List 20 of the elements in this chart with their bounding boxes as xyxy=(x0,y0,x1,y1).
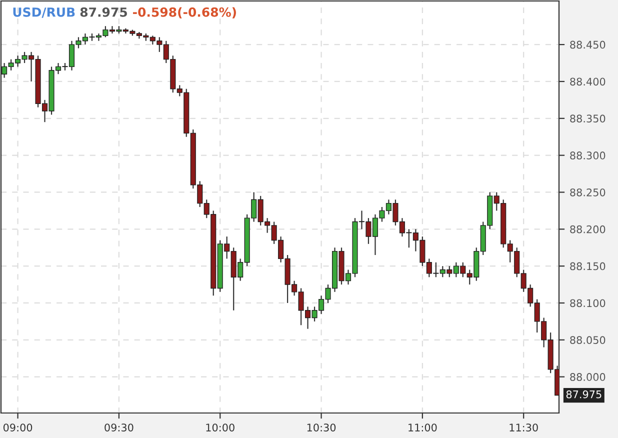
y-tick-label: 88.000 xyxy=(570,373,606,381)
x-tick-label: 11:30 xyxy=(510,424,538,432)
y-tick-label: 88.050 xyxy=(570,336,606,344)
x-tick-label: 10:30 xyxy=(307,424,336,432)
y-tick-label: 88.100 xyxy=(570,299,606,308)
x-tick-label: 11:00 xyxy=(408,424,437,432)
y-tick-label: 88.250 xyxy=(570,188,606,196)
x-tick-label: 09:30 xyxy=(104,424,134,432)
annotation: -0.598(-0.68%) xyxy=(133,7,236,18)
y-tick-label: 88.300 xyxy=(570,152,606,160)
y-tick-label: 88.200 xyxy=(570,225,606,234)
chart-title: USD/RUB xyxy=(13,7,75,18)
annotation: 87.975 xyxy=(80,7,127,17)
text: 87.975 xyxy=(566,390,602,398)
y-tick-label: 88.400 xyxy=(570,78,606,86)
y-tick-label: 88.350 xyxy=(570,114,606,123)
x-tick-label: 09:00 xyxy=(3,424,32,432)
y-tick-label: 88.450 xyxy=(570,40,606,49)
y-tick-label: 88.150 xyxy=(570,262,606,270)
x-tick-label: 10:00 xyxy=(206,424,234,432)
